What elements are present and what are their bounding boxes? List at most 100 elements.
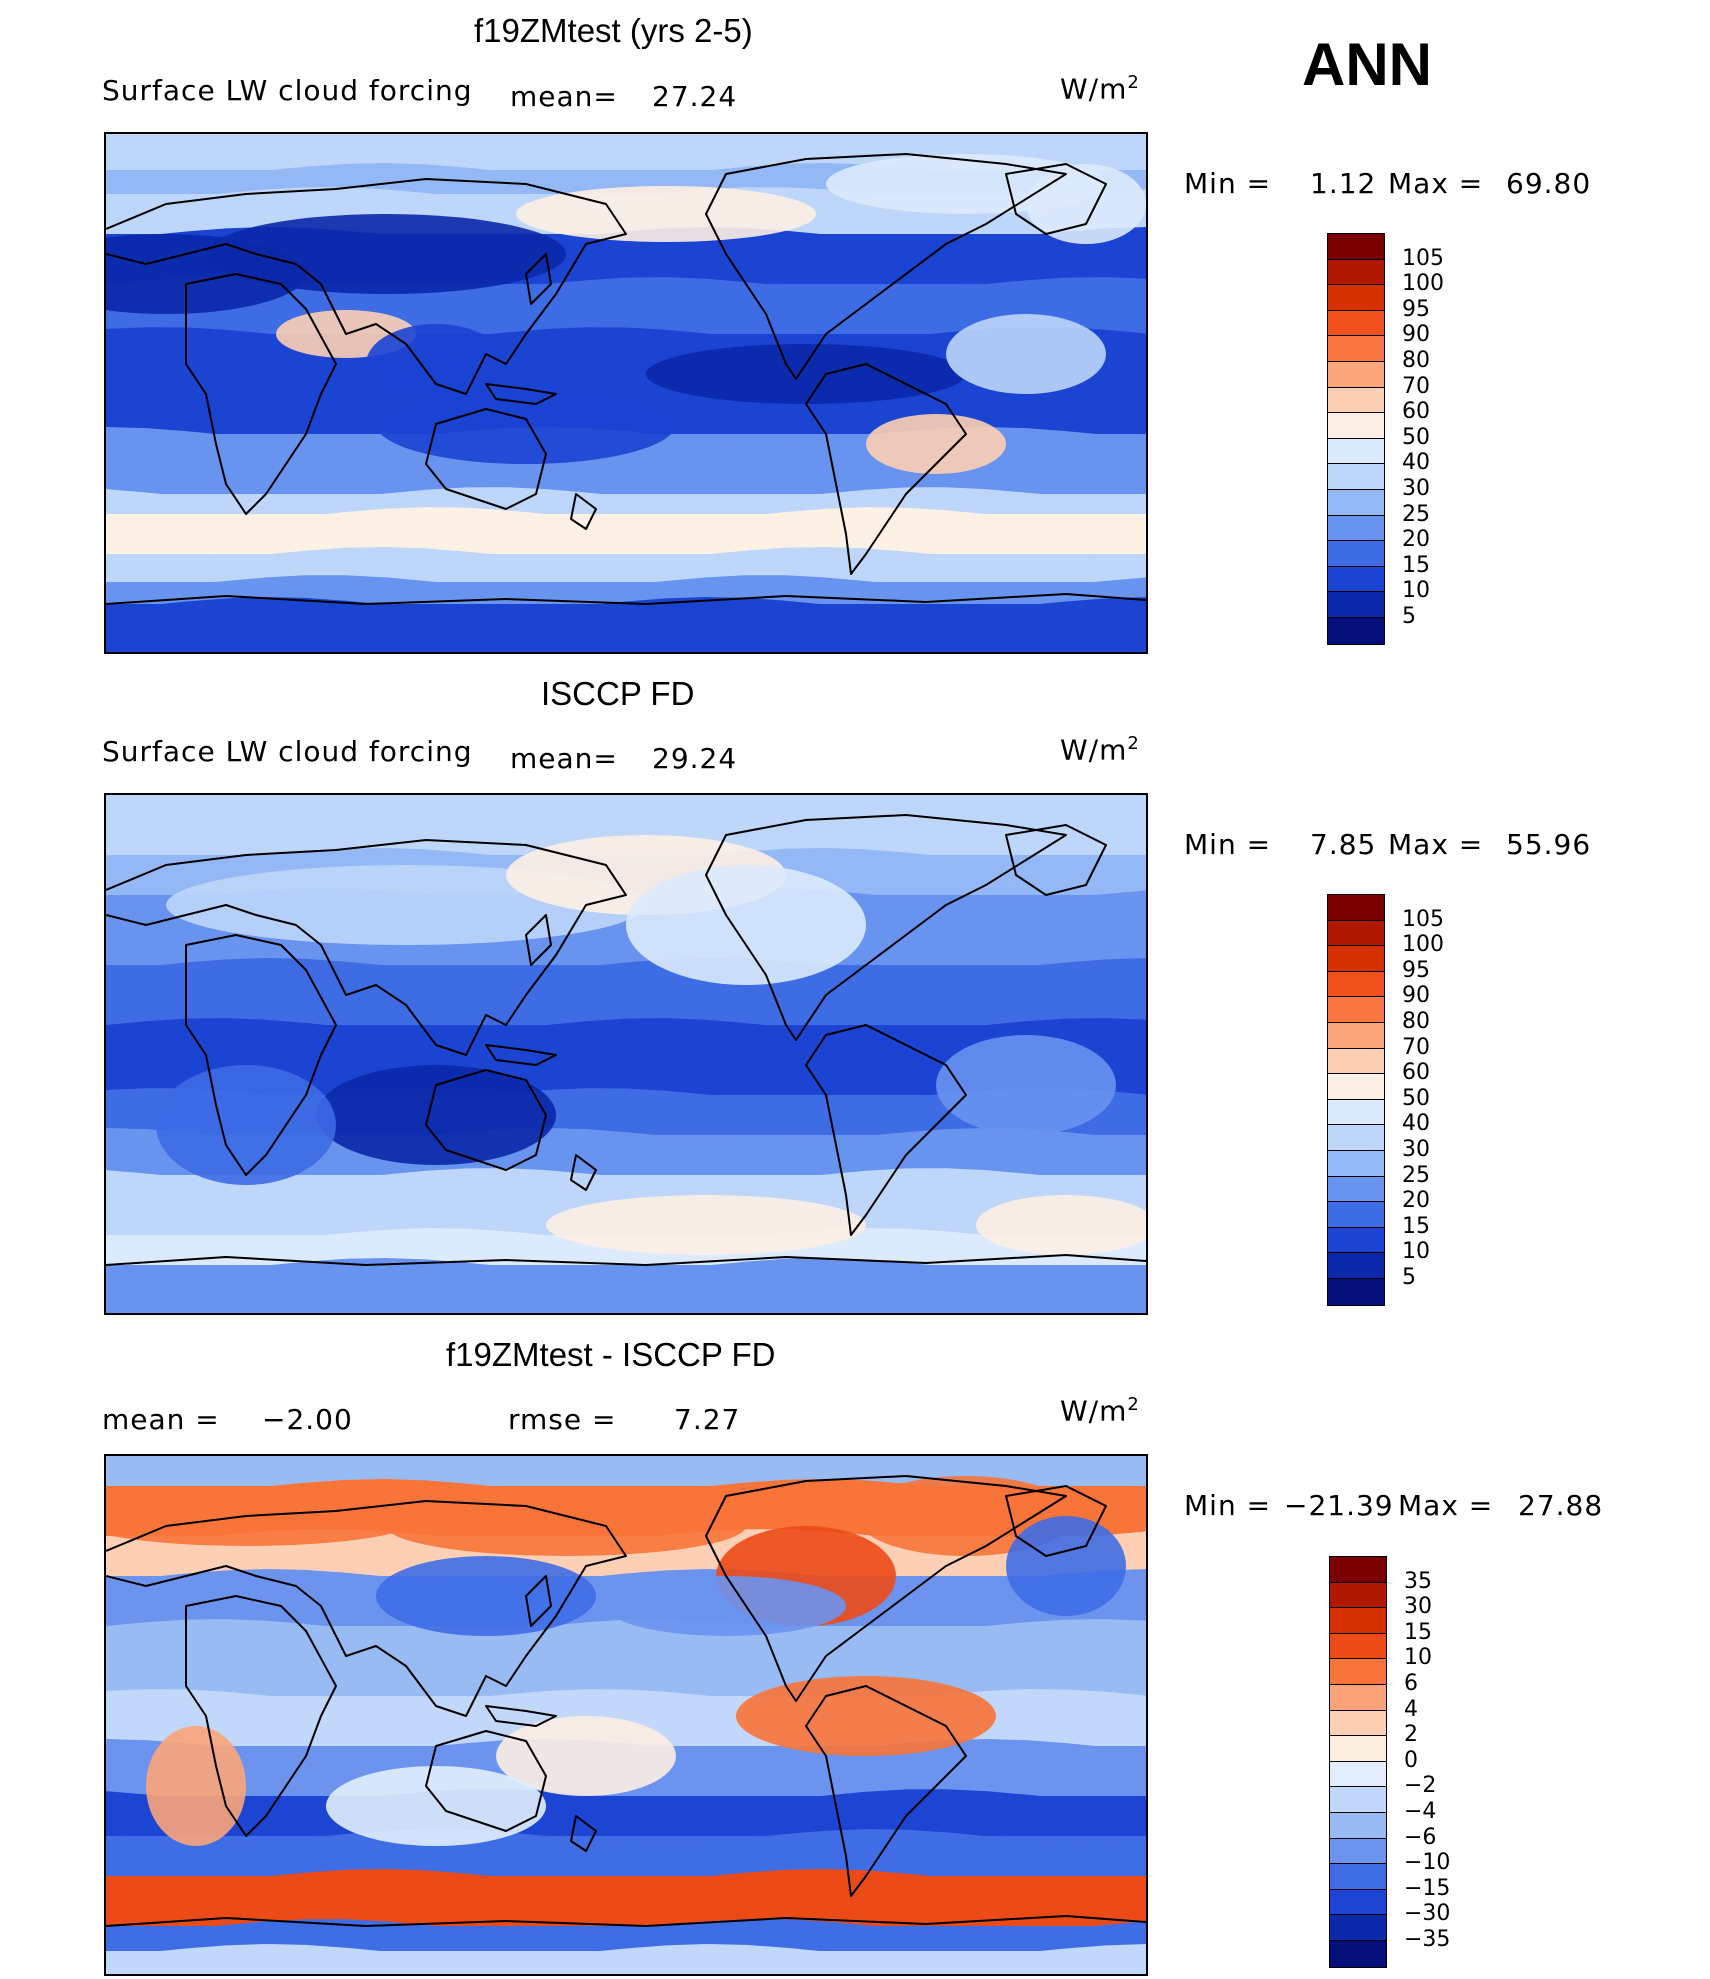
colorbar-label: 6: [1404, 1671, 1418, 1696]
colorbar-label: 2: [1404, 1722, 1418, 1748]
colorbar-swatch: [1328, 413, 1384, 439]
colorbar-label: 40: [1402, 1111, 1430, 1137]
colorbar-label: 100: [1402, 271, 1444, 297]
coastline: [425, 1730, 547, 1832]
colorbar-label: 15: [1402, 552, 1430, 578]
colorbar-swatch: [1330, 1787, 1386, 1813]
colorbar-label: 35: [1404, 1568, 1432, 1594]
field-band-edge: [106, 547, 1146, 566]
panel3-min-label: Min =: [1184, 1489, 1272, 1522]
colorbar-swatch: [1328, 1278, 1384, 1305]
colorbar-label: 90: [1402, 983, 1430, 1009]
colorbar-swatch: [1328, 1125, 1384, 1151]
colorbar-label: 80: [1402, 1009, 1430, 1034]
colorbar-swatch: [1330, 1940, 1386, 1967]
colorbar-swatch: [1328, 541, 1384, 567]
panel2-max-value: 55.96: [1506, 828, 1592, 861]
colorbar-label: −4: [1404, 1799, 1437, 1824]
field-anomaly: [326, 1766, 546, 1846]
coastline: [525, 914, 552, 966]
colorbar-swatch: [1328, 1176, 1384, 1203]
colorbar-label: 0: [1404, 1747, 1418, 1773]
field-band-edge: [106, 1869, 1146, 1888]
field-band-edge: [106, 1944, 1146, 1963]
colorbar-label: 15: [1402, 1213, 1430, 1239]
panel3-map: [104, 1454, 1148, 1976]
panel1-map: [104, 132, 1148, 654]
field-anomaly: [386, 1496, 746, 1556]
coastline: [805, 1024, 967, 1236]
colorbar-label: 105: [1402, 245, 1444, 271]
field-band-edge: [106, 1619, 1146, 1638]
colorbar-swatch: [1330, 1736, 1386, 1762]
field-band-edge: [106, 1919, 1146, 1938]
colorbar-label: −10: [1404, 1850, 1451, 1876]
colorbar-swatch: [1330, 1659, 1386, 1685]
colorbar-swatch: [1328, 1022, 1384, 1049]
coastline: [805, 363, 967, 575]
panel3-min-value: −21.39: [1284, 1489, 1394, 1522]
colorbar-swatch: [1328, 387, 1384, 414]
field-anomaly: [146, 1726, 246, 1846]
field-anomaly: [1006, 1516, 1126, 1616]
colorbar-swatch: [1328, 285, 1384, 311]
colorbar-swatch: [1328, 1099, 1384, 1126]
colorbar-swatch: [1328, 1253, 1384, 1279]
coastline: [1005, 824, 1107, 896]
panel1-min-value: 1.12: [1310, 167, 1377, 200]
field-band-edge: [106, 507, 1146, 526]
coastline: [106, 839, 627, 1056]
coastline: [425, 1069, 547, 1171]
colorbar-swatch: [1328, 566, 1384, 593]
coastline: [1005, 163, 1107, 235]
field-anomaly: [736, 1676, 996, 1756]
panel2-units: W/m2: [1060, 733, 1140, 767]
colorbar-swatch: [1328, 464, 1384, 490]
colorbar-label: 10: [1404, 1645, 1432, 1671]
panel3-rmse-value: 7.27: [674, 1403, 741, 1436]
field-anomaly: [376, 384, 676, 464]
coastline: [570, 493, 597, 530]
coastline: [570, 1154, 597, 1191]
coastline: [106, 178, 627, 395]
field-anomaly: [936, 1035, 1116, 1135]
field-band-edge: [106, 1228, 1146, 1247]
colorbar-label: −15: [1404, 1875, 1451, 1901]
colorbar-label: 105: [1402, 906, 1444, 932]
field-band-edge: [106, 597, 1146, 616]
panel3-max-label: Max =: [1398, 1489, 1494, 1522]
panel1-mean-label: mean=: [510, 80, 618, 113]
panel2-variable: Surface LW cloud forcing: [102, 735, 473, 768]
colorbar-label: 25: [1402, 501, 1430, 527]
panel2-title: ISCCP FD: [541, 675, 695, 712]
colorbar-label: 60: [1402, 1060, 1430, 1086]
colorbar-label: 4: [1404, 1696, 1418, 1722]
colorbar-swatch: [1328, 1150, 1384, 1177]
field-band-edge: [106, 1168, 1146, 1187]
field-anomaly: [106, 1486, 426, 1546]
panel2-min-value: 7.85: [1310, 828, 1377, 861]
field-anomaly: [1026, 164, 1146, 244]
panel2-max-label: Max =: [1388, 828, 1484, 861]
colorbar-label: 60: [1402, 399, 1430, 425]
colorbar-label: 50: [1402, 424, 1430, 450]
coastline: [106, 1500, 627, 1717]
colorbar-label: 30: [1404, 1594, 1432, 1620]
field-anomaly: [206, 214, 566, 294]
colorbar-label: 50: [1402, 1085, 1430, 1111]
field-anomaly: [496, 1716, 676, 1796]
panel2-mean-label: mean=: [510, 742, 618, 775]
colorbar-swatch: [1328, 592, 1384, 618]
colorbar-label: 95: [1402, 296, 1430, 322]
colorbar-swatch: [1330, 1582, 1386, 1609]
field-anomaly: [946, 314, 1106, 394]
colorbar-swatches: [1329, 1556, 1387, 1968]
panel2-mean-value: 29.24: [652, 742, 738, 775]
colorbar-swatch: [1328, 920, 1384, 947]
colorbar-label: 25: [1402, 1162, 1430, 1188]
coastline: [525, 1575, 552, 1627]
coastline: [525, 253, 552, 305]
colorbar-swatch: [1330, 1812, 1386, 1839]
field-anomaly: [646, 344, 966, 404]
colorbar-swatch: [1328, 259, 1384, 286]
